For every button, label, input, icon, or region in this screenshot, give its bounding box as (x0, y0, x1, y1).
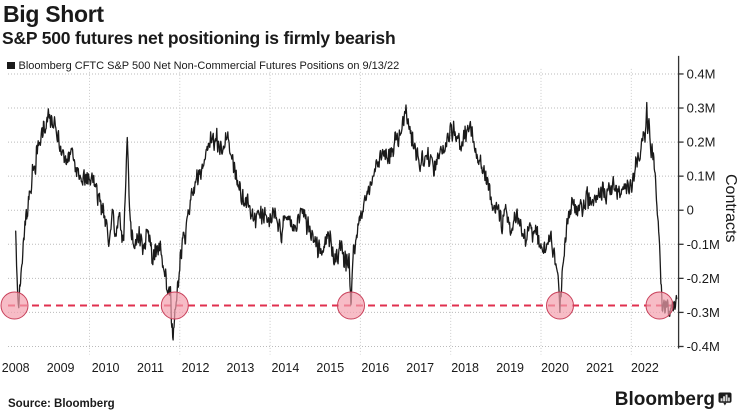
svg-text:-0.3M: -0.3M (687, 305, 720, 320)
svg-text:-0.2M: -0.2M (687, 271, 720, 286)
svg-text:0.2M: 0.2M (687, 135, 716, 150)
svg-text:0: 0 (687, 203, 694, 218)
svg-text:0.1M: 0.1M (687, 169, 716, 184)
svg-text:0.3M: 0.3M (687, 101, 716, 116)
svg-text:-0.4M: -0.4M (687, 339, 720, 354)
svg-text:0.4M: 0.4M (687, 66, 716, 81)
svg-text:-0.1M: -0.1M (687, 237, 720, 252)
